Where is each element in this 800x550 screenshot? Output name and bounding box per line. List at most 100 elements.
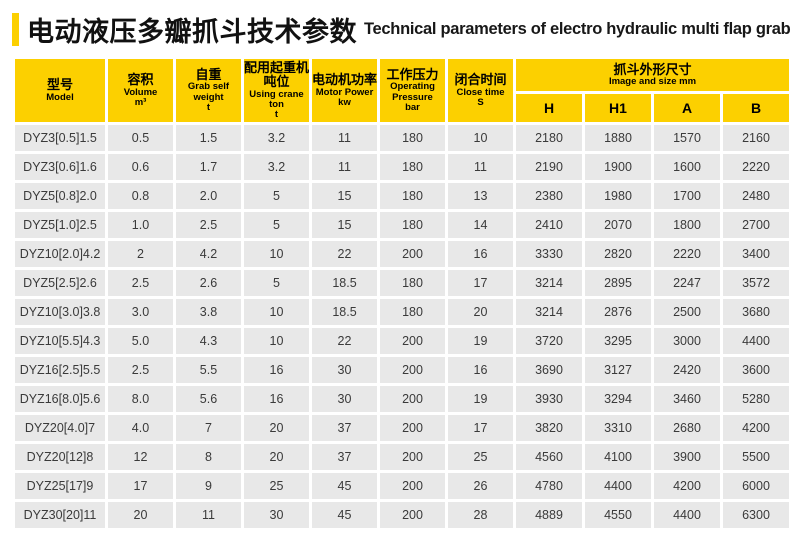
value-cell: 2500 bbox=[654, 299, 720, 325]
value-cell: 22 bbox=[312, 328, 377, 354]
model-cell: DYZ3[0.5]1.5 bbox=[15, 125, 105, 151]
value-cell: 2160 bbox=[723, 125, 789, 151]
value-cell: 8.0 bbox=[108, 386, 173, 412]
value-cell: 3127 bbox=[585, 357, 651, 383]
value-cell: 2.5 bbox=[176, 212, 241, 238]
table-row: DYZ20[12]8 12 8 20 37 200 25 4560 4100 3900 5500 bbox=[15, 444, 789, 470]
table-row: DYZ16[8.0]5.6 8.0 5.6 16 30 200 19 3930 3294 3460… bbox=[15, 386, 789, 412]
value-cell: 3.2 bbox=[244, 125, 309, 151]
value-cell: 7 bbox=[176, 415, 241, 441]
value-cell: 4.0 bbox=[108, 415, 173, 441]
value-cell: 2700 bbox=[723, 212, 789, 238]
value-cell: 2895 bbox=[585, 270, 651, 296]
value-cell: 200 bbox=[380, 502, 445, 528]
value-cell: 19 bbox=[448, 328, 513, 354]
value-cell: 3400 bbox=[723, 241, 789, 267]
value-cell: 30 bbox=[244, 502, 309, 528]
value-cell: 16 bbox=[244, 386, 309, 412]
value-cell: 3295 bbox=[585, 328, 651, 354]
header-operating-pressure: 工作压力 Operating Pressure bar bbox=[380, 59, 445, 122]
value-cell: 3.8 bbox=[176, 299, 241, 325]
value-cell: 3680 bbox=[723, 299, 789, 325]
value-cell: 10 bbox=[244, 241, 309, 267]
value-cell: 2220 bbox=[723, 154, 789, 180]
header-dim-b: B bbox=[723, 94, 789, 122]
page-title: 电动液压多瓣抓斗技术参数 Technical parameters of ele… bbox=[12, 10, 794, 49]
value-cell: 2190 bbox=[516, 154, 582, 180]
value-cell: 5.5 bbox=[176, 357, 241, 383]
value-cell: 17 bbox=[448, 415, 513, 441]
value-cell: 200 bbox=[380, 241, 445, 267]
value-cell: 4400 bbox=[723, 328, 789, 354]
value-cell: 200 bbox=[380, 328, 445, 354]
value-cell: 180 bbox=[380, 299, 445, 325]
table-row: DYZ10[5.5]4.3 5.0 4.3 10 22 200 19 3720 3295 3000… bbox=[15, 328, 789, 354]
header-using-crane-ton: 配用起重机吨位 Using crane ton t bbox=[244, 59, 310, 122]
table-row: DYZ25[17]9 17 9 25 45 200 26 4780 4400 4200 6000 bbox=[15, 473, 789, 499]
value-cell: 5.6 bbox=[176, 386, 241, 412]
header-dim-h: H bbox=[516, 94, 582, 122]
header-dim-a: A bbox=[654, 94, 720, 122]
value-cell: 5 bbox=[244, 212, 309, 238]
value-cell: 3820 bbox=[516, 415, 582, 441]
value-cell: 3460 bbox=[654, 386, 720, 412]
value-cell: 3720 bbox=[516, 328, 582, 354]
value-cell: 20 bbox=[244, 444, 309, 470]
value-cell: 20 bbox=[244, 415, 309, 441]
value-cell: 4889 bbox=[516, 502, 582, 528]
value-cell: 3900 bbox=[654, 444, 720, 470]
value-cell: 25 bbox=[448, 444, 513, 470]
value-cell: 4780 bbox=[516, 473, 582, 499]
value-cell: 16 bbox=[448, 357, 513, 383]
value-cell: 3.2 bbox=[244, 154, 309, 180]
table-row: DYZ5[1.0]2.5 1.0 2.5 5 15 180 14 2410 2070 1800 27… bbox=[15, 212, 789, 238]
value-cell: 200 bbox=[380, 357, 445, 383]
value-cell: 9 bbox=[176, 473, 241, 499]
value-cell: 11 bbox=[176, 502, 241, 528]
value-cell: 3310 bbox=[585, 415, 651, 441]
table-row: DYZ10[2.0]4.2 2 4.2 10 22 200 16 3330 2820 2220 34… bbox=[15, 241, 789, 267]
value-cell: 1800 bbox=[654, 212, 720, 238]
value-cell: 4400 bbox=[654, 502, 720, 528]
header-volume: 容积 Volume m³ bbox=[108, 59, 173, 122]
value-cell: 2876 bbox=[585, 299, 651, 325]
value-cell: 5.0 bbox=[108, 328, 173, 354]
value-cell: 1600 bbox=[654, 154, 720, 180]
value-cell: 10 bbox=[244, 328, 309, 354]
value-cell: 2.6 bbox=[176, 270, 241, 296]
value-cell: 200 bbox=[380, 386, 445, 412]
model-cell: DYZ5[0.8]2.0 bbox=[15, 183, 105, 209]
value-cell: 10 bbox=[448, 125, 513, 151]
model-cell: DYZ30[20]11 bbox=[15, 502, 105, 528]
value-cell: 10 bbox=[244, 299, 309, 325]
value-cell: 2380 bbox=[516, 183, 582, 209]
value-cell: 2480 bbox=[723, 183, 789, 209]
value-cell: 17 bbox=[448, 270, 513, 296]
table-row: DYZ3[0.5]1.5 0.5 1.5 3.2 11 180 10 2180 1880 1570… bbox=[15, 125, 789, 151]
value-cell: 200 bbox=[380, 473, 445, 499]
model-cell: DYZ20[12]8 bbox=[15, 444, 105, 470]
table-row: DYZ10[3.0]3.8 3.0 3.8 10 18.5 180 20 3214 2876 25… bbox=[15, 299, 789, 325]
value-cell: 6300 bbox=[723, 502, 789, 528]
value-cell: 3330 bbox=[516, 241, 582, 267]
value-cell: 18.5 bbox=[312, 270, 377, 296]
value-cell: 45 bbox=[312, 473, 377, 499]
value-cell: 1900 bbox=[585, 154, 651, 180]
value-cell: 4.2 bbox=[176, 241, 241, 267]
value-cell: 0.6 bbox=[108, 154, 173, 180]
value-cell: 37 bbox=[312, 444, 377, 470]
title-accent-bar bbox=[12, 13, 19, 46]
value-cell: 1980 bbox=[585, 183, 651, 209]
value-cell: 18.5 bbox=[312, 299, 377, 325]
header-model: 型号 Model bbox=[15, 59, 105, 122]
value-cell: 1.5 bbox=[176, 125, 241, 151]
value-cell: 3000 bbox=[654, 328, 720, 354]
table-row: DYZ5[2.5]2.6 2.5 2.6 5 18.5 180 17 3214 2895 2247… bbox=[15, 270, 789, 296]
value-cell: 3294 bbox=[585, 386, 651, 412]
value-cell: 200 bbox=[380, 444, 445, 470]
value-cell: 4100 bbox=[585, 444, 651, 470]
value-cell: 200 bbox=[380, 415, 445, 441]
model-cell: DYZ20[4.0]7 bbox=[15, 415, 105, 441]
value-cell: 20 bbox=[448, 299, 513, 325]
value-cell: 4.3 bbox=[176, 328, 241, 354]
